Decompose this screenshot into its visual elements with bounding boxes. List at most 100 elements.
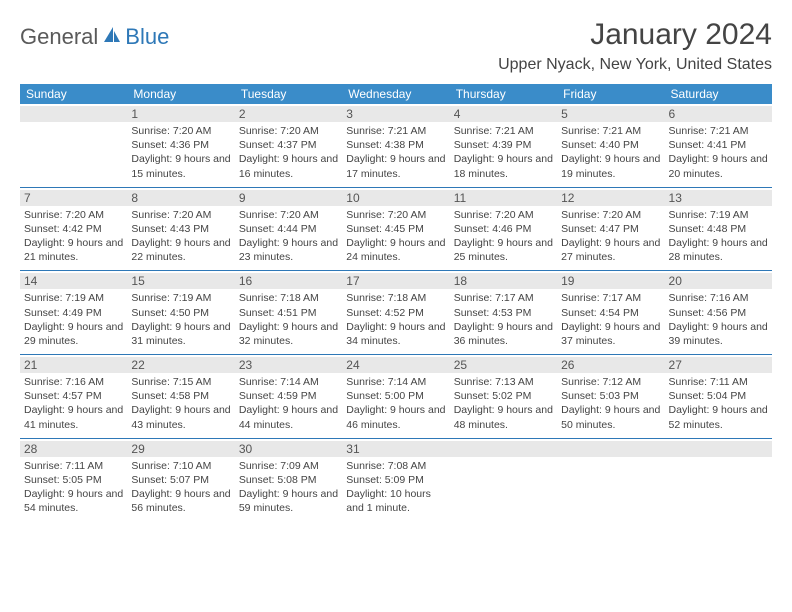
day-info: Sunrise: 7:13 AMSunset: 5:02 PMDaylight:… xyxy=(454,375,553,432)
daylight-text: Daylight: 9 hours and 59 minutes. xyxy=(239,487,338,515)
day-info: Sunrise: 7:20 AMSunset: 4:43 PMDaylight:… xyxy=(131,208,230,265)
logo-text-general: General xyxy=(20,24,98,50)
header: General Blue January 2024 Upper Nyack, N… xyxy=(20,18,772,74)
day-cell: 14Sunrise: 7:19 AMSunset: 4:49 PMDayligh… xyxy=(20,271,127,354)
sunset-text: Sunset: 4:58 PM xyxy=(131,389,230,403)
day-cell xyxy=(665,439,772,522)
sunset-text: Sunset: 4:56 PM xyxy=(669,306,768,320)
day-cell: 28 Sunrise: 7:11 AMSunset: 5:05 PMDayligh… xyxy=(20,439,127,522)
sunrise-text: Sunrise: 7:20 AM xyxy=(239,208,338,222)
calendar: Sunday Monday Tuesday Wednesday Thursday… xyxy=(20,84,772,521)
day-number: 31 xyxy=(342,441,449,457)
day-header: Tuesday xyxy=(235,84,342,104)
daylight-text: Daylight: 9 hours and 25 minutes. xyxy=(454,236,553,264)
day-info: Sunrise: 7:14 AMSunset: 4:59 PMDaylight:… xyxy=(239,375,338,432)
sunset-text: Sunset: 4:51 PM xyxy=(239,306,338,320)
daylight-text: Daylight: 9 hours and 23 minutes. xyxy=(239,236,338,264)
day-cell: 24Sunrise: 7:14 AMSunset: 5:00 PMDayligh… xyxy=(342,355,449,438)
day-info: Sunrise: 7:20 AMSunset: 4:45 PMDaylight:… xyxy=(346,208,445,265)
sunrise-text: Sunrise: 7:16 AM xyxy=(24,375,123,389)
sunrise-text: Sunrise: 7:20 AM xyxy=(454,208,553,222)
day-number: 4 xyxy=(450,106,557,122)
sunrise-text: Sunrise: 7:16 AM xyxy=(669,291,768,305)
day-info: Sunrise: 7:17 AMSunset: 4:53 PMDaylight:… xyxy=(454,291,553,348)
day-info: Sunrise: 7:20 AMSunset: 4:36 PMDaylight:… xyxy=(131,124,230,181)
day-number: 21 xyxy=(20,357,127,373)
daylight-text: Daylight: 9 hours and 48 minutes. xyxy=(454,403,553,431)
day-number: 16 xyxy=(235,273,342,289)
day-header: Monday xyxy=(127,84,234,104)
sunrise-text: Sunrise: 7:14 AM xyxy=(346,375,445,389)
day-number: 1 xyxy=(127,106,234,122)
day-info: Sunrise: 7:21 AMSunset: 4:39 PMDaylight:… xyxy=(454,124,553,181)
daylight-text: Daylight: 9 hours and 20 minutes. xyxy=(669,152,768,180)
day-info: Sunrise: 7:08 AMSunset: 5:09 PMDaylight:… xyxy=(346,459,445,516)
sunset-text: Sunset: 4:49 PM xyxy=(24,306,123,320)
day-info: Sunrise: 7:11 AMSunset: 5:05 PMDaylight:… xyxy=(24,459,123,516)
sunset-text: Sunset: 4:57 PM xyxy=(24,389,123,403)
day-cell: 6Sunrise: 7:21 AMSunset: 4:41 PMDaylight… xyxy=(665,104,772,187)
sunset-text: Sunset: 4:38 PM xyxy=(346,138,445,152)
day-number: 29 xyxy=(127,441,234,457)
day-number: 25 xyxy=(450,357,557,373)
day-cell: 18Sunrise: 7:17 AMSunset: 4:53 PMDayligh… xyxy=(450,271,557,354)
sunset-text: Sunset: 4:41 PM xyxy=(669,138,768,152)
day-cell: 17Sunrise: 7:18 AMSunset: 4:52 PMDayligh… xyxy=(342,271,449,354)
day-cell: 22Sunrise: 7:15 AMSunset: 4:58 PMDayligh… xyxy=(127,355,234,438)
sunset-text: Sunset: 5:04 PM xyxy=(669,389,768,403)
sunrise-text: Sunrise: 7:12 AM xyxy=(561,375,660,389)
sunset-text: Sunset: 4:36 PM xyxy=(131,138,230,152)
sunset-text: Sunset: 5:09 PM xyxy=(346,473,445,487)
sunrise-text: Sunrise: 7:20 AM xyxy=(239,124,338,138)
day-number: 15 xyxy=(127,273,234,289)
location: Upper Nyack, New York, United States xyxy=(498,56,772,74)
day-cell: 27Sunrise: 7:11 AMSunset: 5:04 PMDayligh… xyxy=(665,355,772,438)
sunrise-text: Sunrise: 7:19 AM xyxy=(669,208,768,222)
day-cell: 23Sunrise: 7:14 AMSunset: 4:59 PMDayligh… xyxy=(235,355,342,438)
daylight-text: Daylight: 9 hours and 34 minutes. xyxy=(346,320,445,348)
sunset-text: Sunset: 5:08 PM xyxy=(239,473,338,487)
day-cell: 29Sunrise: 7:10 AMSunset: 5:07 PMDayligh… xyxy=(127,439,234,522)
day-cell: 1 Sunrise: 7:20 AMSunset: 4:36 PMDaylight… xyxy=(127,104,234,187)
sunset-text: Sunset: 5:00 PM xyxy=(346,389,445,403)
weeks-container: 1Sunrise: 7:20 AMSunset: 4:36 PMDaylight… xyxy=(20,104,772,521)
day-number: 3 xyxy=(342,106,449,122)
day-cell: 8Sunrise: 7:20 AMSunset: 4:43 PMDaylight… xyxy=(127,188,234,271)
day-number: 7 xyxy=(20,190,127,206)
day-number: 9 xyxy=(235,190,342,206)
daylight-text: Daylight: 9 hours and 31 minutes. xyxy=(131,320,230,348)
daylight-text: Daylight: 9 hours and 43 minutes. xyxy=(131,403,230,431)
day-cell: 4 Sunrise: 7:21 AMSunset: 4:39 PMDaylight… xyxy=(450,104,557,187)
sunrise-text: Sunrise: 7:20 AM xyxy=(131,208,230,222)
sunset-text: Sunset: 4:47 PM xyxy=(561,222,660,236)
day-cell xyxy=(557,439,664,522)
day-info: Sunrise: 7:21 AMSunset: 4:40 PMDaylight:… xyxy=(561,124,660,181)
day-cell: 3Sunrise: 7:21 AMSunset: 4:38 PMDaylight… xyxy=(342,104,449,187)
daylight-text: Daylight: 9 hours and 18 minutes. xyxy=(454,152,553,180)
sunrise-text: Sunrise: 7:18 AM xyxy=(239,291,338,305)
day-number: 20 xyxy=(665,273,772,289)
day-cell: 20 Sunrise: 7:16 AMSunset: 4:56 PMDayligh… xyxy=(665,271,772,354)
daylight-text: Daylight: 9 hours and 39 minutes. xyxy=(669,320,768,348)
sunrise-text: Sunrise: 7:21 AM xyxy=(561,124,660,138)
day-info: Sunrise: 7:19 AMSunset: 4:48 PMDaylight:… xyxy=(669,208,768,265)
day-number xyxy=(665,441,772,457)
sunset-text: Sunset: 5:05 PM xyxy=(24,473,123,487)
daylight-text: Daylight: 9 hours and 15 minutes. xyxy=(131,152,230,180)
sunrise-text: Sunrise: 7:11 AM xyxy=(24,459,123,473)
day-number: 28 xyxy=(20,441,127,457)
month-title: January 2024 xyxy=(498,18,772,52)
sunset-text: Sunset: 5:02 PM xyxy=(454,389,553,403)
day-number xyxy=(557,441,664,457)
day-info: Sunrise: 7:12 AMSunset: 5:03 PMDaylight:… xyxy=(561,375,660,432)
daylight-text: Daylight: 9 hours and 22 minutes. xyxy=(131,236,230,264)
day-info: Sunrise: 7:21 AMSunset: 4:41 PMDaylight:… xyxy=(669,124,768,181)
sunset-text: Sunset: 4:46 PM xyxy=(454,222,553,236)
sunrise-text: Sunrise: 7:18 AM xyxy=(346,291,445,305)
sunrise-text: Sunrise: 7:09 AM xyxy=(239,459,338,473)
day-number xyxy=(450,441,557,457)
day-number: 27 xyxy=(665,357,772,373)
day-cell: 30Sunrise: 7:09 AMSunset: 5:08 PMDayligh… xyxy=(235,439,342,522)
week-row: 21 Sunrise: 7:16 AMSunset: 4:57 PM Dayligh… xyxy=(20,355,772,439)
sunrise-text: Sunrise: 7:14 AM xyxy=(239,375,338,389)
